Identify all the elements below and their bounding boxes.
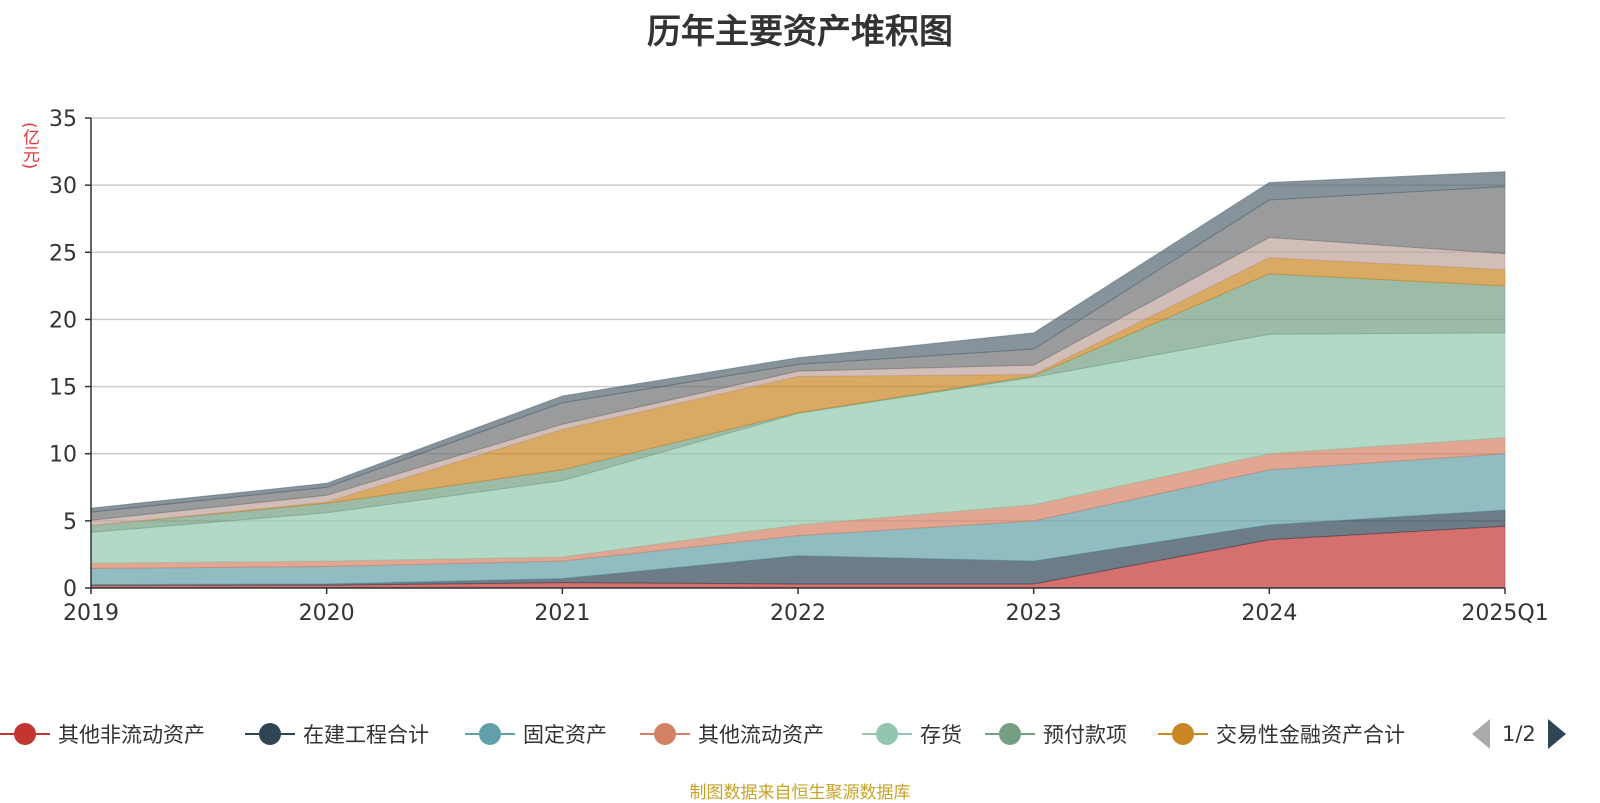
y-tick-label: 10: [49, 443, 77, 468]
pager-prev-icon[interactable]: [1472, 719, 1490, 749]
chart-title: 历年主要资产堆积图: [647, 12, 953, 52]
legend-marker-icon: [0, 714, 50, 754]
legend-item[interactable]: 预付款项: [985, 714, 1127, 754]
y-tick-label: 15: [49, 376, 77, 401]
legend-pager: 1/2: [1472, 714, 1566, 754]
legend-label: 其他非流动资产: [58, 723, 205, 747]
source-note: 制图数据来自恒生聚源数据库: [689, 783, 911, 803]
legend-label: 预付款项: [1043, 723, 1127, 747]
legend-label: 其他流动资产: [698, 723, 824, 747]
y-tick-label: 5: [63, 510, 77, 535]
area-layers: [90, 171, 1506, 589]
y-axis-unit: (亿元): [19, 122, 39, 170]
legend-label: 在建工程合计: [303, 723, 429, 747]
legend-marker-icon: [1158, 714, 1208, 754]
legend-item[interactable]: 存货: [862, 714, 962, 754]
legend-label: 固定资产: [523, 723, 607, 747]
legend-item[interactable]: 其他非流动资产: [0, 714, 205, 754]
legend-item[interactable]: 交易性金融资产合计: [1158, 714, 1405, 754]
axes: 0 5 10 15 20 25 30 35 2019 2020 2021 2022 2023 2024 20…: [49, 107, 1549, 626]
y-tick-label: 30: [49, 174, 77, 199]
x-tick-label: 2024: [1241, 601, 1297, 626]
legend-marker-icon: [465, 714, 515, 754]
stacked-area-chart: 0 5 10 15 20 25 30 35 2019 2020 2021 2022 2023 2024 20…: [49, 107, 1549, 626]
legend-marker-icon: [245, 714, 295, 754]
pager-next-icon[interactable]: [1547, 719, 1566, 749]
legend-item[interactable]: 其他流动资产: [640, 714, 824, 754]
pager-text: 1/2: [1502, 722, 1536, 746]
legend-label: 存货: [920, 723, 962, 747]
legend-marker-icon: [862, 714, 912, 754]
x-tick-label: 2023: [1006, 601, 1062, 626]
y-tick-label: 25: [49, 241, 77, 266]
y-tick-label: 35: [49, 107, 77, 132]
y-tick-label: 20: [49, 308, 77, 333]
y-tick-label: 0: [63, 577, 77, 602]
legend-marker-icon: [985, 714, 1035, 754]
legend-item[interactable]: 固定资产: [465, 714, 607, 754]
legend-marker-icon: [640, 714, 690, 754]
legend-label: 交易性金融资产合计: [1216, 723, 1405, 747]
x-tick-label: 2019: [63, 601, 119, 626]
legend: 其他非流动资产 在建工程合计 固定资产 其他流动资产 存货 预付款项 交易性金融资产合计: [0, 714, 1600, 754]
area-series-9[interactable]: [90, 171, 1506, 513]
x-tick-label: 2025Q1: [1461, 601, 1548, 626]
legend-item[interactable]: 在建工程合计: [245, 714, 429, 754]
x-tick-label: 2021: [534, 601, 590, 626]
x-tick-label: 2022: [770, 601, 826, 626]
x-tick-label: 2020: [299, 601, 355, 626]
